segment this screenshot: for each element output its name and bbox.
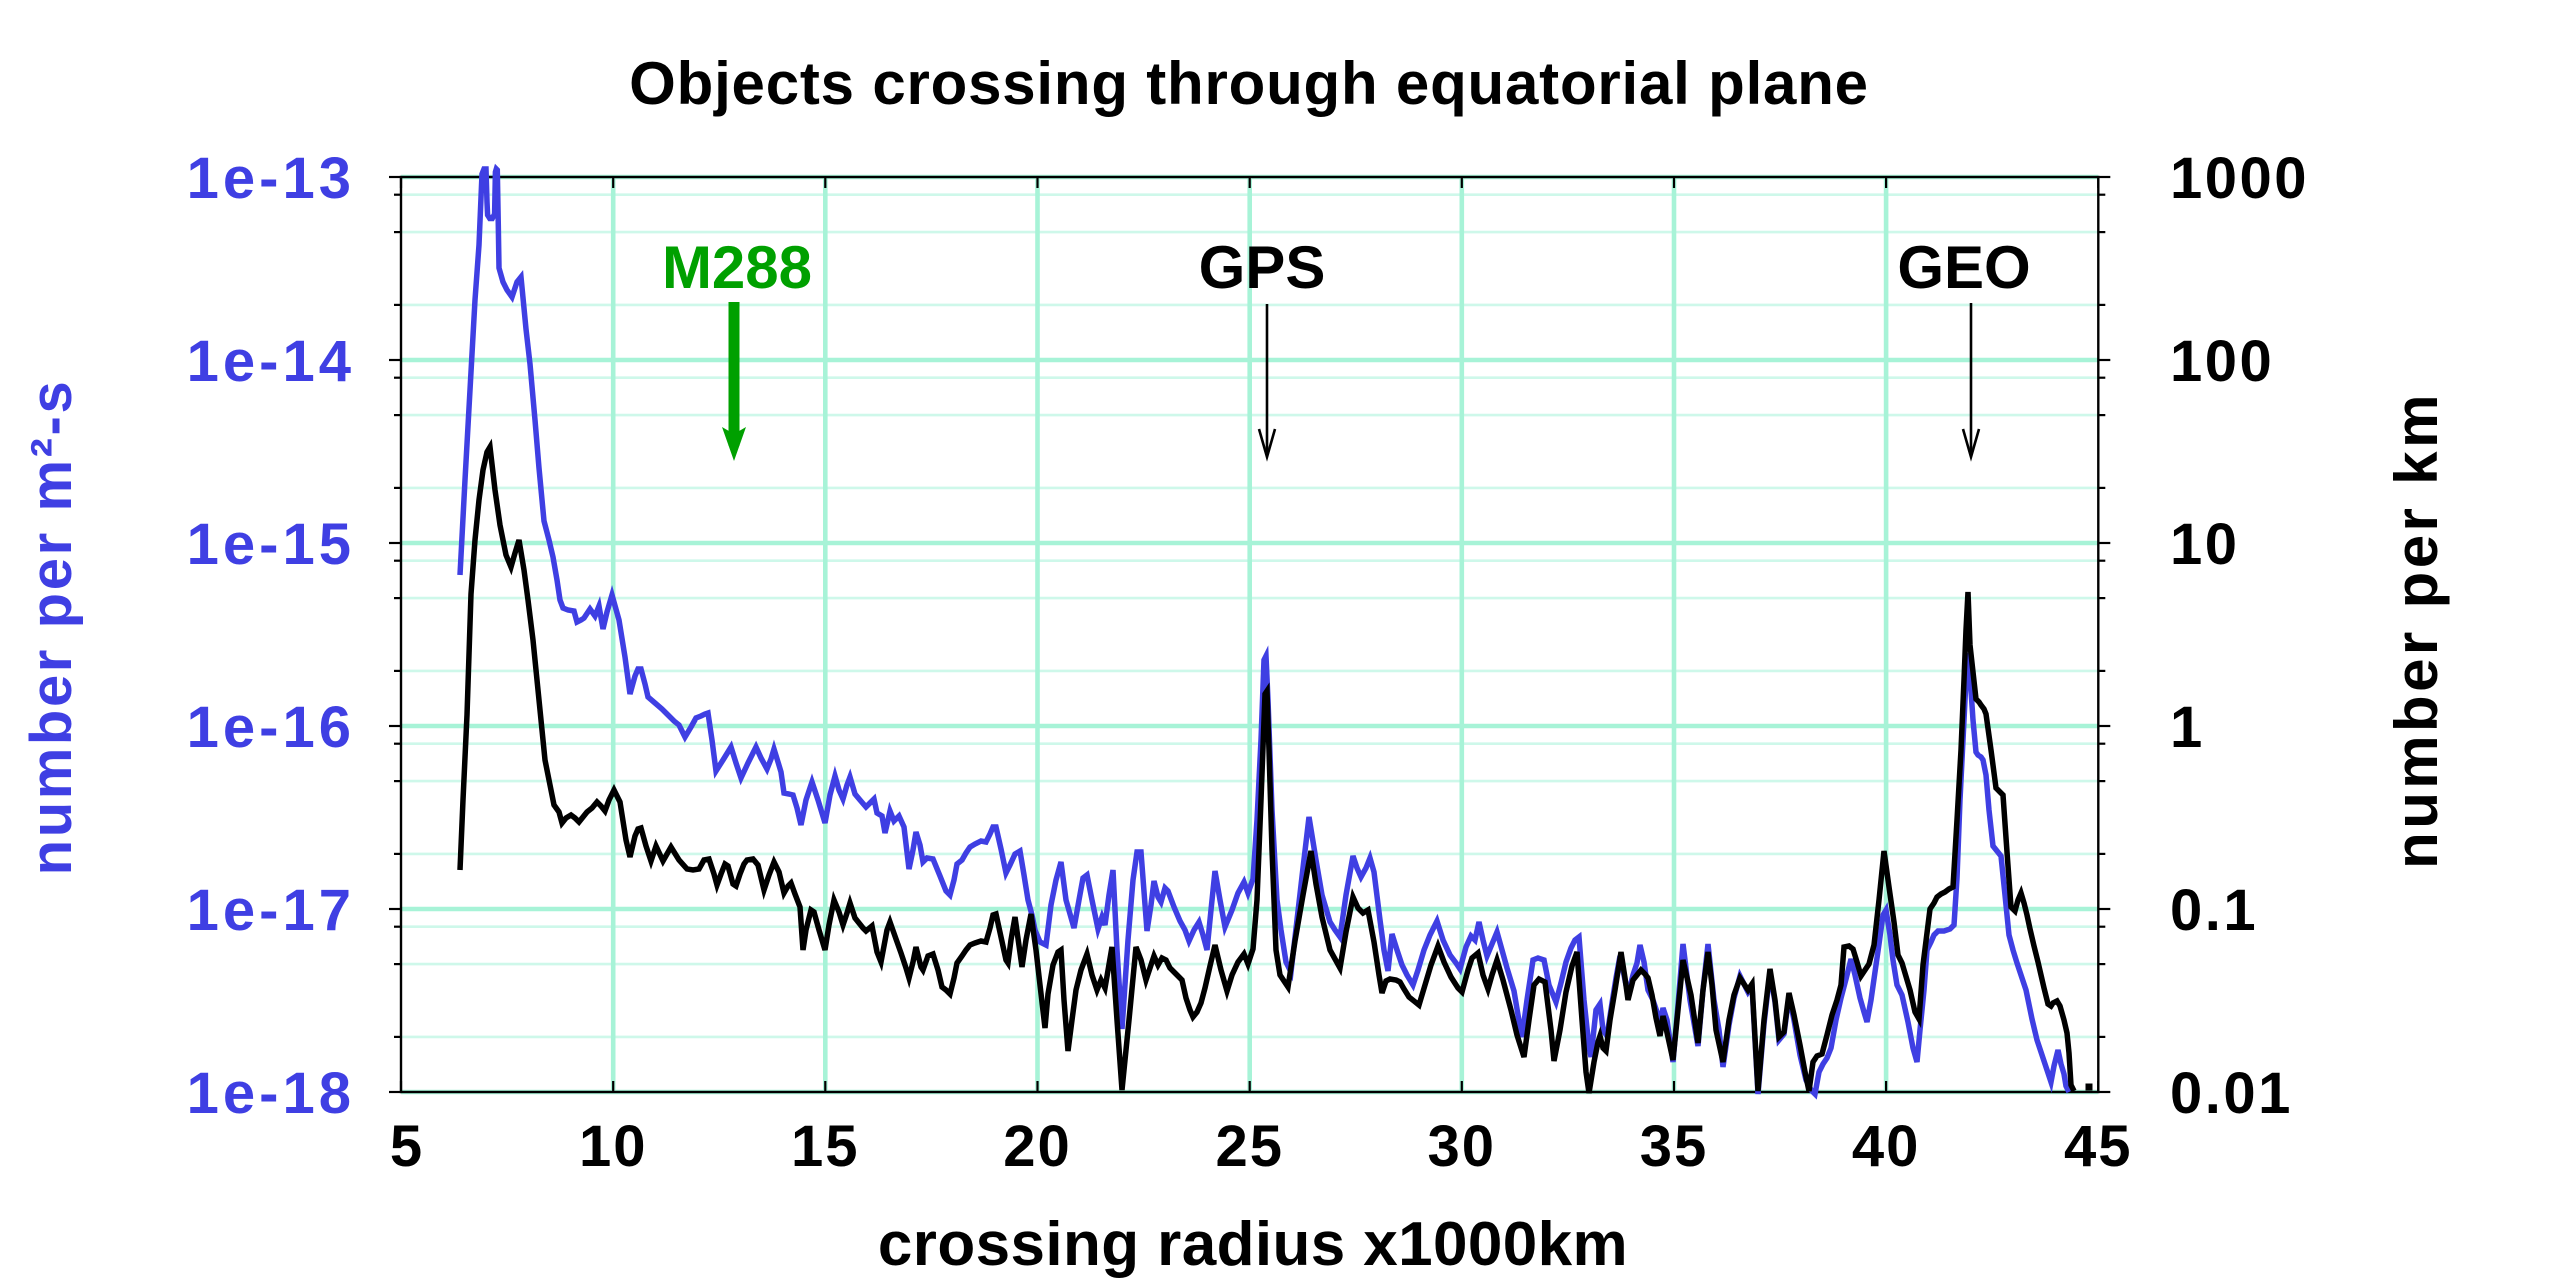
- svg-text:1e-14: 1e-14: [187, 329, 355, 394]
- svg-text:15: 15: [791, 1114, 860, 1179]
- svg-text:GPS: GPS: [1199, 234, 1326, 301]
- svg-text:1000: 1000: [2170, 146, 2309, 211]
- svg-text:number per km: number per km: [2383, 391, 2450, 869]
- svg-text:10: 10: [2170, 512, 2240, 577]
- svg-text:1e-13: 1e-13: [187, 146, 355, 211]
- svg-text:number per m²-s: number per m²-s: [19, 379, 84, 876]
- svg-text:M288: M288: [662, 234, 812, 301]
- svg-text:Objects crossing through equat: Objects crossing through equatorial plan…: [629, 50, 1869, 117]
- svg-text:0.01: 0.01: [2170, 1061, 2293, 1126]
- svg-text:crossing radius x1000km: crossing radius x1000km: [878, 1210, 1628, 1279]
- svg-text:1: 1: [2170, 695, 2205, 760]
- svg-text:45: 45: [2064, 1114, 2133, 1179]
- svg-text:1e-18: 1e-18: [187, 1061, 355, 1126]
- svg-text:40: 40: [1852, 1114, 1921, 1179]
- svg-text:25: 25: [1215, 1114, 1284, 1179]
- svg-text:30: 30: [1428, 1114, 1497, 1179]
- svg-text:35: 35: [1640, 1114, 1709, 1179]
- svg-text:1e-17: 1e-17: [187, 878, 355, 943]
- svg-text:10: 10: [579, 1114, 648, 1179]
- svg-text:1e-16: 1e-16: [187, 695, 355, 760]
- svg-text:1e-15: 1e-15: [187, 512, 355, 577]
- svg-text:0.1: 0.1: [2170, 878, 2258, 943]
- svg-text:5: 5: [390, 1114, 424, 1179]
- svg-text:20: 20: [1003, 1114, 1072, 1179]
- svg-text:GEO: GEO: [1897, 234, 2030, 301]
- svg-text:100: 100: [2170, 329, 2274, 394]
